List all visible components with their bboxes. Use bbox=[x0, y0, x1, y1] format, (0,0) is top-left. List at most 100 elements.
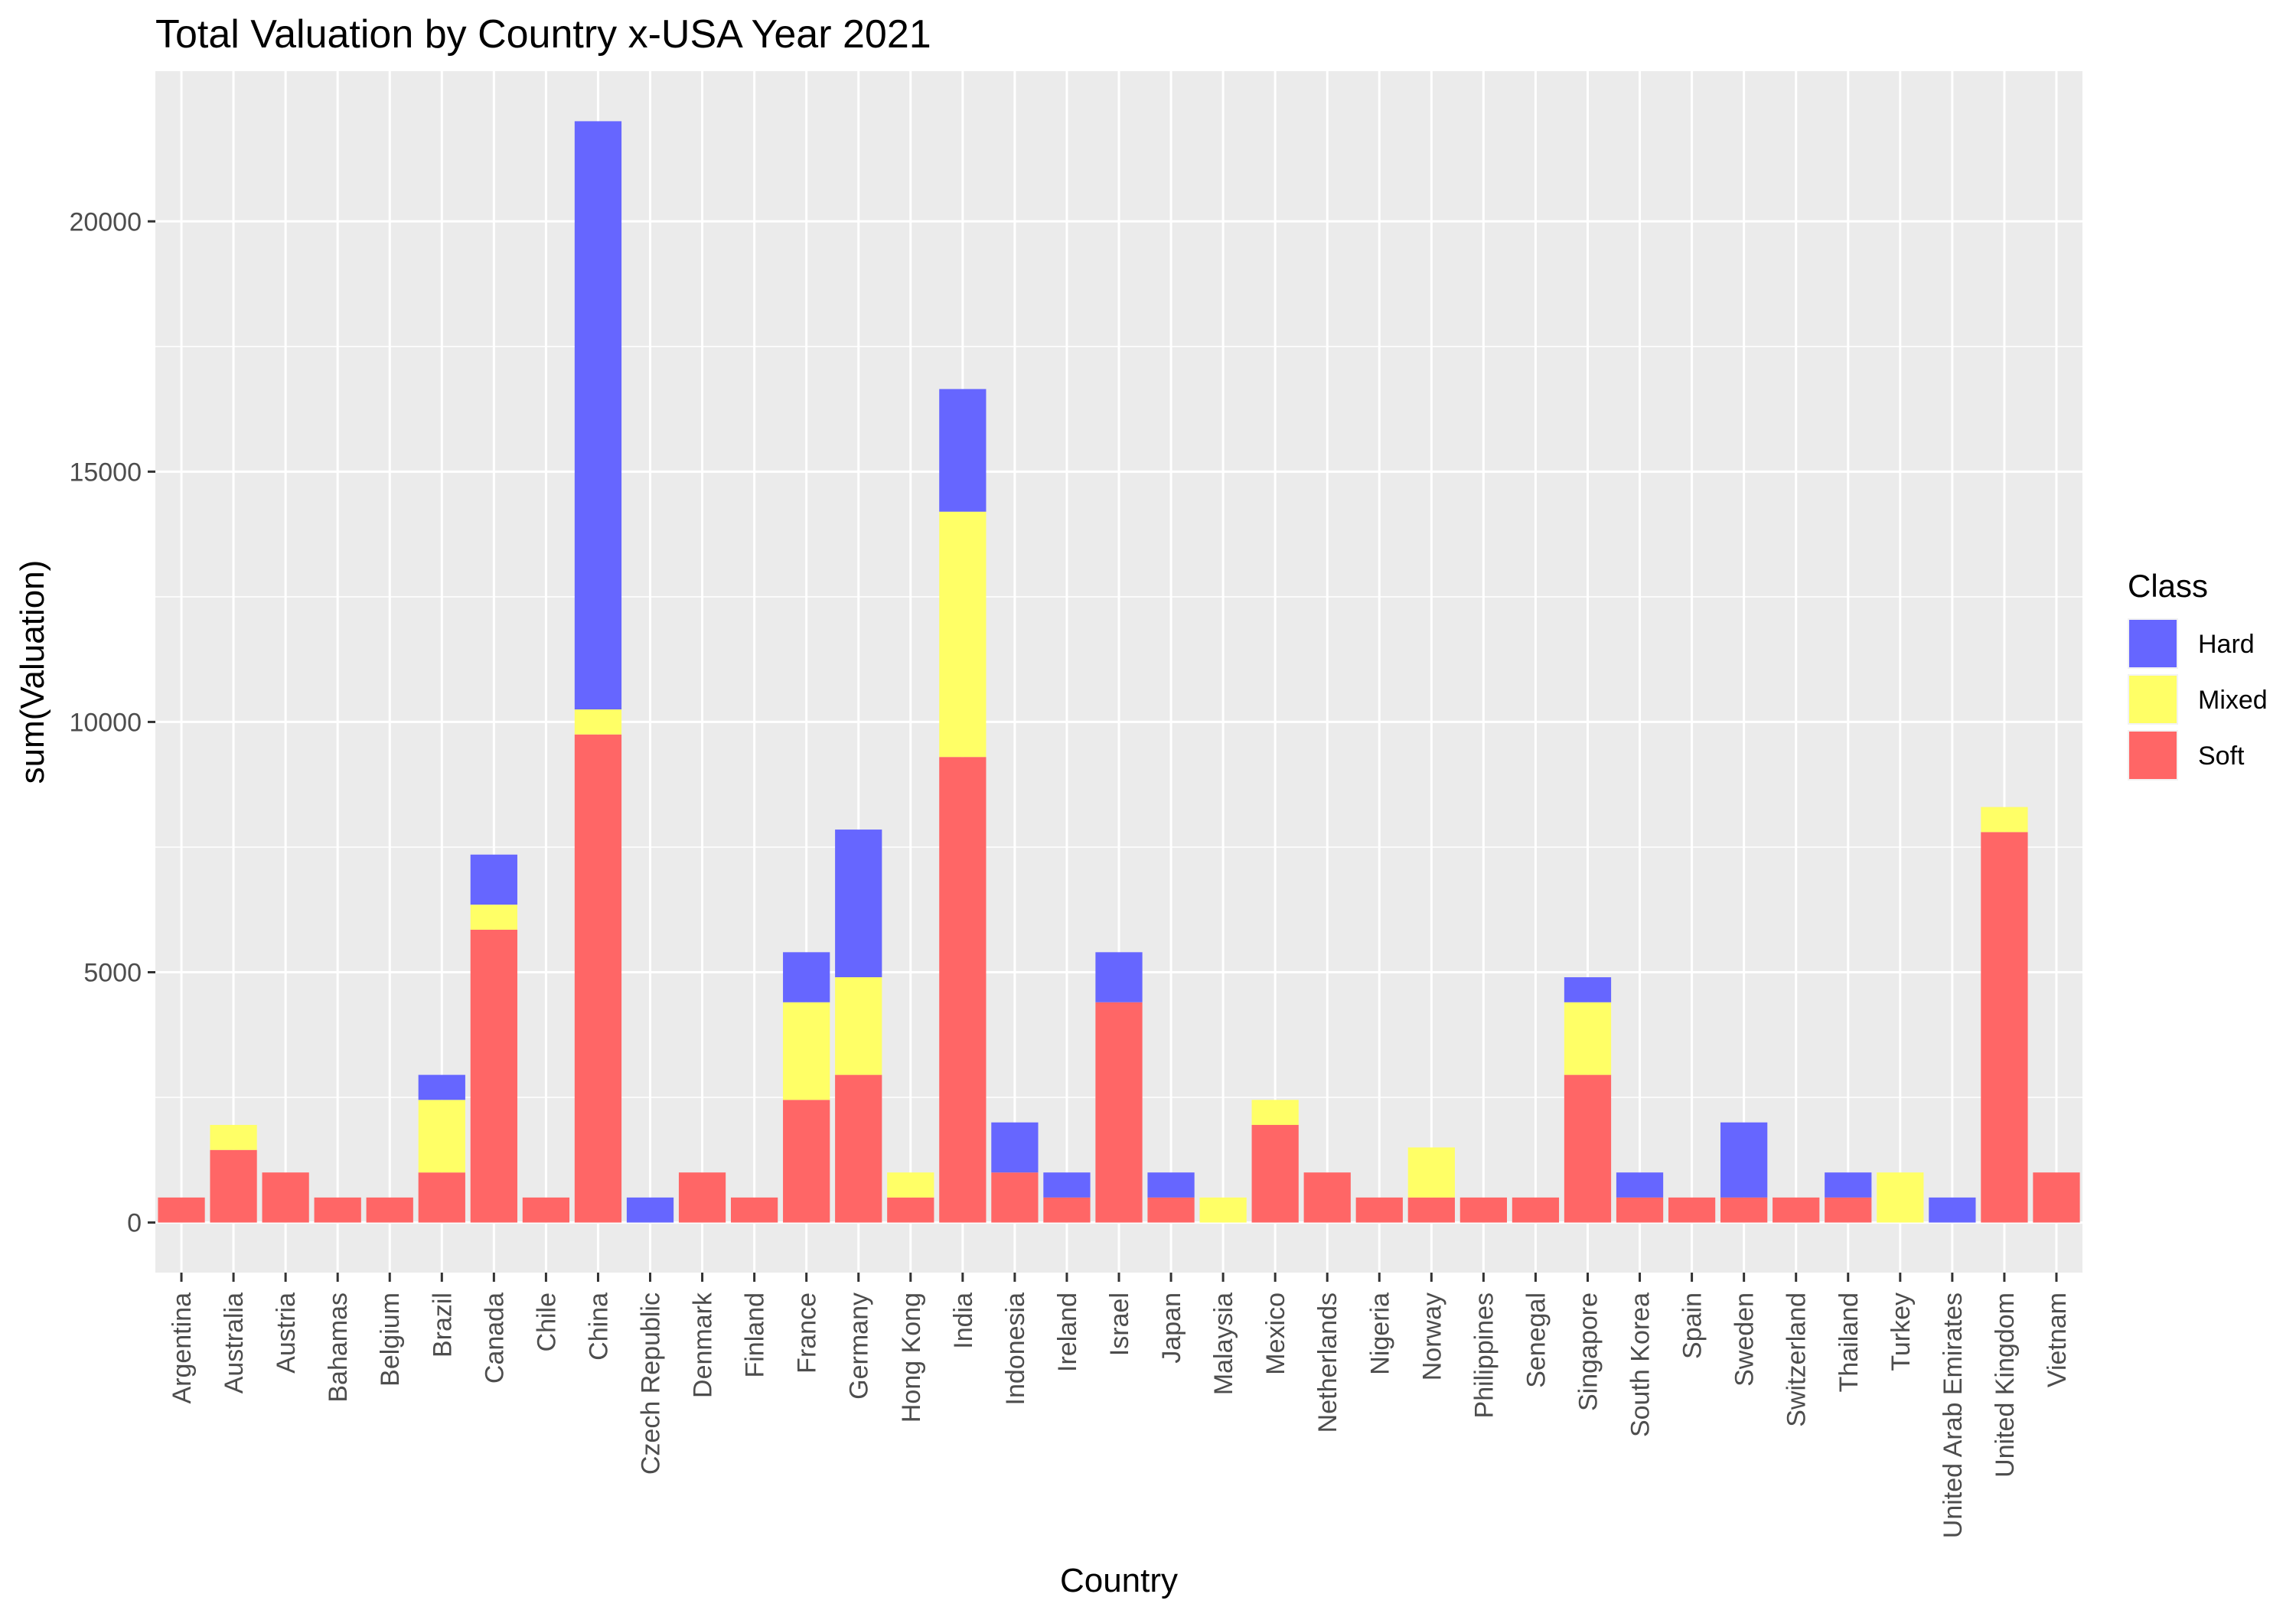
bar-hard-israel bbox=[1095, 952, 1143, 1002]
bar-soft-chile bbox=[522, 1197, 570, 1223]
bar-soft-australia bbox=[210, 1149, 257, 1223]
bar-hard-germany bbox=[835, 830, 882, 978]
bar-soft-thailand bbox=[1825, 1197, 1872, 1223]
bar-hard-france bbox=[783, 952, 830, 1002]
x-tick-label: Mexico bbox=[1261, 1292, 1290, 1375]
bar-soft-japan bbox=[1147, 1197, 1195, 1223]
bar-mixed-brazil bbox=[418, 1100, 465, 1173]
bar-soft-israel bbox=[1095, 1002, 1143, 1223]
x-tick-label: South Korea bbox=[1626, 1292, 1655, 1437]
bar-soft-hong-kong bbox=[887, 1197, 934, 1223]
bar-hard-sweden bbox=[1720, 1122, 1768, 1198]
x-tick-label: Nigeria bbox=[1365, 1292, 1394, 1375]
x-axis: Argentina Australia Austria Bahamas Belgium B… bbox=[168, 1273, 2072, 1538]
y-tick-label: 5000 bbox=[83, 959, 142, 988]
x-tick-label: Israel bbox=[1105, 1292, 1134, 1356]
bar-soft-singapore bbox=[1564, 1074, 1612, 1223]
bar-hard-south-korea bbox=[1616, 1172, 1664, 1198]
bar-soft-belgium bbox=[366, 1197, 413, 1223]
bar-hard-brazil bbox=[418, 1074, 465, 1100]
x-tick-label: Canada bbox=[480, 1292, 509, 1384]
x-tick-label: Philippines bbox=[1469, 1292, 1499, 1418]
y-tick-label: 15000 bbox=[69, 458, 142, 487]
bar-hard-indonesia bbox=[991, 1122, 1039, 1173]
x-tick-label: Finland bbox=[741, 1292, 770, 1378]
bar-soft-spain bbox=[1668, 1197, 1716, 1223]
bar-mixed-norway bbox=[1407, 1147, 1455, 1198]
bar-soft-brazil bbox=[418, 1172, 465, 1223]
bar-hard-china bbox=[574, 121, 622, 710]
x-tick-label: China bbox=[584, 1292, 613, 1361]
bar-soft-india bbox=[939, 757, 987, 1223]
bar-soft-france bbox=[783, 1100, 830, 1223]
bars bbox=[158, 121, 2080, 1223]
legend-swatch-soft bbox=[2129, 732, 2177, 779]
y-tick-label: 10000 bbox=[69, 708, 142, 737]
bar-hard-singapore bbox=[1564, 977, 1612, 1002]
bar-hard-czech-republic bbox=[626, 1197, 674, 1223]
bar-mixed-india bbox=[939, 511, 987, 758]
x-tick-label: Czech Republic bbox=[637, 1292, 666, 1475]
bar-mixed-malaysia bbox=[1199, 1197, 1247, 1223]
x-tick-label: India bbox=[949, 1292, 978, 1349]
bar-soft-bahamas bbox=[314, 1197, 361, 1223]
x-tick-label: Brazil bbox=[428, 1292, 457, 1358]
bar-soft-canada bbox=[470, 929, 517, 1223]
x-axis-title: Country bbox=[1060, 1562, 1178, 1599]
bar-mixed-france bbox=[783, 1002, 830, 1100]
legend-swatch-hard bbox=[2129, 620, 2177, 667]
x-tick-label: Japan bbox=[1157, 1292, 1186, 1364]
x-tick-label: Germany bbox=[845, 1292, 874, 1400]
legend-label-hard: Hard bbox=[2198, 630, 2255, 659]
x-tick-label: Switzerland bbox=[1782, 1292, 1812, 1427]
bar-mixed-australia bbox=[210, 1125, 257, 1150]
x-tick-label: Netherlands bbox=[1313, 1292, 1342, 1433]
bar-soft-senegal bbox=[1512, 1197, 1560, 1223]
legend-label-soft: Soft bbox=[2198, 742, 2245, 771]
bar-hard-india bbox=[939, 389, 987, 512]
x-tick-label: Australia bbox=[220, 1292, 249, 1393]
x-tick-label: Hong Kong bbox=[897, 1292, 926, 1423]
x-tick-label: Chile bbox=[532, 1292, 561, 1351]
bar-soft-netherlands bbox=[1303, 1172, 1351, 1223]
bar-soft-philippines bbox=[1459, 1197, 1508, 1223]
bar-mixed-china bbox=[574, 709, 622, 735]
legend: Class Hard Mixed Soft bbox=[2128, 568, 2268, 781]
x-tick-label: France bbox=[793, 1292, 822, 1374]
bar-mixed-united-kingdom bbox=[1981, 807, 2028, 833]
bar-soft-indonesia bbox=[991, 1172, 1039, 1223]
bar-mixed-canada bbox=[470, 905, 517, 930]
x-tick-label: Thailand bbox=[1835, 1292, 1864, 1392]
x-tick-label: Denmark bbox=[689, 1292, 718, 1398]
bar-soft-nigeria bbox=[1355, 1197, 1403, 1223]
bar-mixed-turkey bbox=[1877, 1172, 1924, 1223]
x-tick-label: Austria bbox=[272, 1292, 301, 1374]
bar-hard-canada bbox=[470, 854, 517, 905]
bar-soft-united-kingdom bbox=[1981, 832, 2028, 1223]
legend-label-mixed: Mixed bbox=[2198, 686, 2268, 715]
x-tick-label: Norway bbox=[1417, 1292, 1446, 1380]
y-tick-label: 0 bbox=[127, 1209, 142, 1238]
grid-lines bbox=[155, 71, 2082, 1273]
bar-mixed-singapore bbox=[1564, 1002, 1612, 1075]
y-axis: 0 5000 10000 15000 20000 bbox=[69, 207, 155, 1238]
bar-soft-germany bbox=[835, 1074, 882, 1223]
bar-mixed-mexico bbox=[1251, 1100, 1299, 1126]
bar-soft-finland bbox=[730, 1197, 778, 1223]
x-tick-label: United Arab Emirates bbox=[1939, 1292, 1968, 1538]
bar-soft-norway bbox=[1407, 1197, 1455, 1223]
y-tick-label: 20000 bbox=[69, 207, 142, 236]
bar-mixed-germany bbox=[835, 977, 882, 1075]
x-tick-label: Bahamas bbox=[324, 1292, 353, 1403]
x-tick-label: Malaysia bbox=[1209, 1292, 1238, 1395]
bar-soft-austria bbox=[262, 1172, 309, 1223]
x-tick-label: Vietnam bbox=[2043, 1292, 2072, 1387]
bar-mixed-hong-kong bbox=[887, 1172, 934, 1198]
legend-swatch-mixed bbox=[2129, 676, 2177, 723]
bar-soft-argentina bbox=[158, 1197, 205, 1223]
chart-title: Total Valuation by Country x-USA Year 20… bbox=[155, 12, 931, 57]
bar-soft-china bbox=[574, 734, 622, 1223]
bar-hard-ireland bbox=[1043, 1172, 1091, 1198]
x-tick-label: United Kingdom bbox=[1991, 1292, 2020, 1478]
